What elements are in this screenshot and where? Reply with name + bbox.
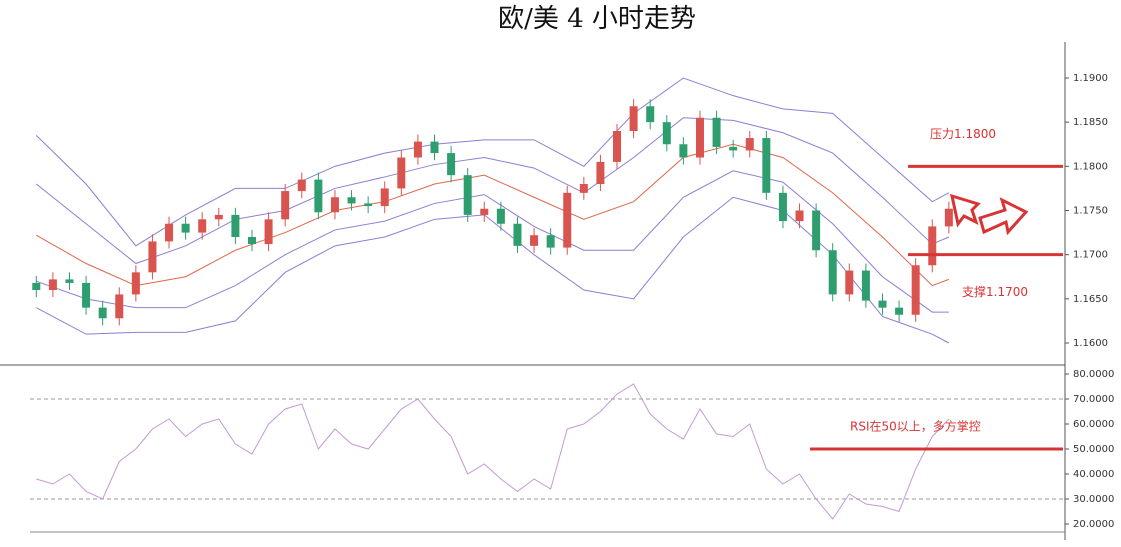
level-label: 压力1.1800 [930, 127, 996, 141]
candle-body [563, 192, 572, 248]
band-line [35, 117, 950, 265]
candle-body [148, 241, 157, 273]
candle-body [546, 235, 555, 248]
candle-body [679, 144, 688, 158]
candle-body [430, 141, 439, 154]
rsi-tick-label: 50.0000 [1073, 444, 1114, 455]
rsi-tick-label: 20.0000 [1073, 519, 1114, 530]
candle-body [413, 141, 422, 158]
candle-body [297, 179, 306, 192]
candle-body [695, 117, 704, 158]
y-tick-label: 1.1750 [1073, 206, 1108, 217]
candle-body [911, 265, 920, 315]
candle-body [131, 272, 140, 295]
candle-body [795, 210, 804, 222]
candle-body [596, 161, 605, 184]
candle-body [314, 179, 323, 213]
rsi-tick-label: 80.0000 [1073, 369, 1114, 380]
rsi-line [36, 383, 950, 520]
candle-body [928, 226, 937, 266]
candle-body [364, 203, 373, 207]
candle-body [397, 157, 406, 189]
candle-body [613, 131, 622, 162]
candle-body [281, 191, 290, 220]
rsi-tick-label: 40.0000 [1073, 469, 1114, 480]
candle-body [878, 300, 887, 308]
candle-body [646, 106, 655, 123]
candle-body [778, 192, 787, 222]
arrow-right [978, 197, 1029, 236]
arrow-down [949, 193, 981, 228]
candle-body [247, 237, 256, 245]
candle-body [895, 307, 904, 315]
band-line [36, 196, 950, 344]
rsi-tick-label: 30.0000 [1073, 494, 1114, 505]
candle-body [264, 219, 273, 245]
candle-body [198, 219, 207, 233]
candle-body [214, 214, 223, 220]
candle-body [65, 279, 74, 283]
band-line [36, 143, 950, 287]
band-line [35, 77, 950, 247]
candle-body [181, 223, 190, 233]
candle-body [380, 188, 389, 207]
candle-body [496, 208, 505, 224]
candle-body [944, 208, 953, 227]
y-tick-label: 1.1900 [1073, 73, 1108, 84]
y-tick-label: 1.1850 [1073, 117, 1108, 128]
candle-body [98, 307, 107, 319]
candle-body [629, 106, 638, 131]
candle-body [231, 214, 240, 237]
level-label: 支撑1.1700 [962, 284, 1028, 299]
y-tick-label: 1.1700 [1073, 250, 1108, 261]
candle-body [447, 153, 456, 176]
candle-body [762, 138, 771, 193]
candle-body [745, 138, 754, 151]
candle-body [165, 223, 174, 242]
candle-body [330, 197, 339, 213]
y-tick-label: 1.1650 [1073, 294, 1108, 305]
rsi-tick-label: 70.0000 [1073, 394, 1114, 405]
candle-body [861, 270, 870, 301]
candle-body [712, 117, 721, 147]
candle-body [579, 184, 588, 193]
candle-body [480, 208, 489, 215]
candle-body [115, 294, 124, 319]
candle-body [347, 197, 356, 204]
candle-body [812, 210, 821, 251]
candle-body [82, 282, 91, 308]
rsi-level-label: RSI在50以上，多方掌控 [850, 419, 981, 434]
candle-body [463, 175, 472, 215]
candle-body [845, 270, 854, 295]
candle-body [828, 250, 837, 295]
candle-body [662, 122, 671, 145]
y-tick-label: 1.1600 [1073, 338, 1108, 349]
candle-body [729, 146, 738, 151]
candle-body [48, 279, 57, 290]
rsi-tick-label: 60.0000 [1073, 419, 1114, 430]
chart-title: 欧/美 4 小时走势 [498, 4, 696, 34]
band-line [36, 170, 949, 313]
candle-body [32, 282, 41, 290]
y-tick-label: 1.1800 [1073, 161, 1108, 172]
candle-body [513, 223, 522, 246]
candle-body [530, 235, 539, 246]
